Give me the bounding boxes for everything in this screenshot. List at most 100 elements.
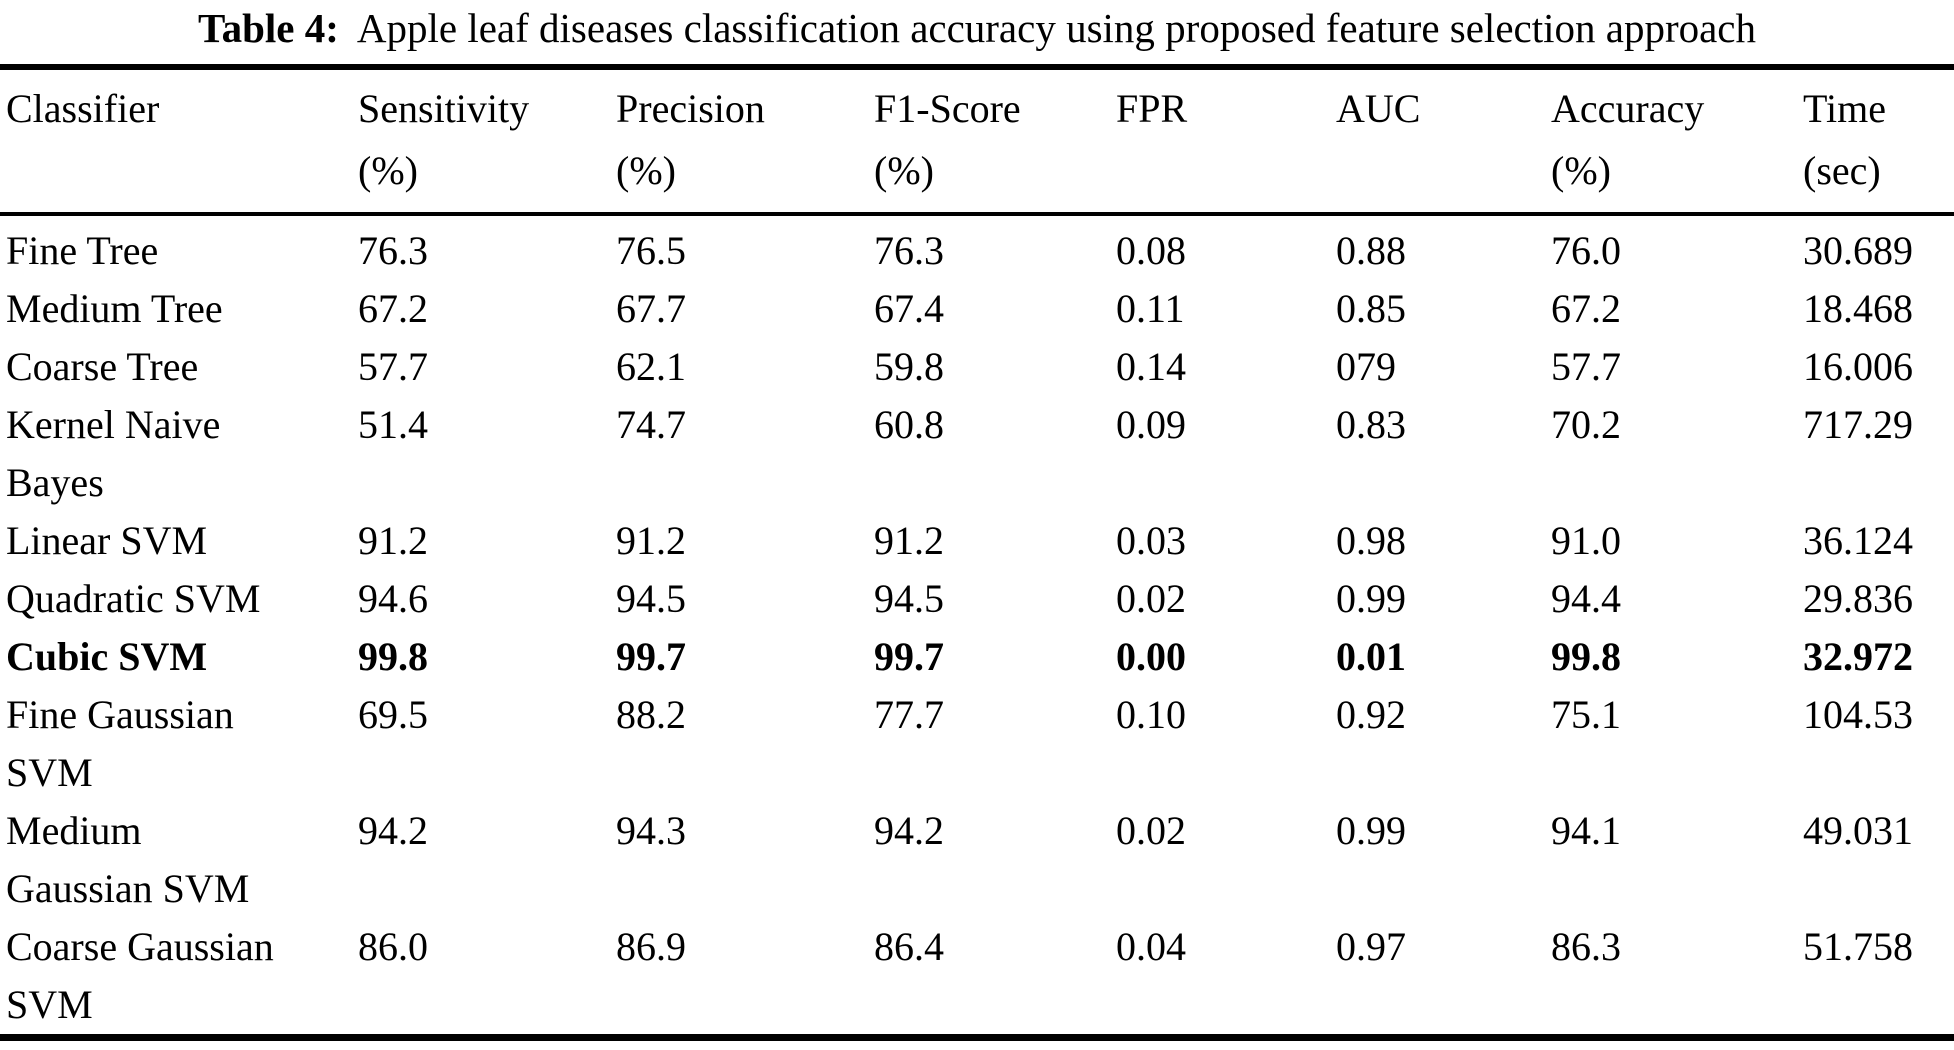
- precision-cell: 94.5: [616, 576, 686, 621]
- f1score-cell: 76.3: [874, 228, 944, 273]
- precision-cell: 99.7: [616, 634, 686, 679]
- precision-cell: 94.3: [616, 808, 686, 853]
- sensitivity-cell: 76.3: [358, 228, 428, 273]
- auc-cell: 0.83: [1336, 402, 1406, 447]
- precision-cell: 91.2: [616, 518, 686, 563]
- header-precision: Precision (%): [616, 86, 765, 193]
- precision-cell: 76.5: [616, 228, 686, 273]
- accuracy-cell: 94.1: [1551, 808, 1621, 853]
- fpr-cell: 0.14: [1116, 344, 1186, 389]
- table-caption-text: Apple leaf diseases classification accur…: [356, 5, 1756, 51]
- table-row: Medium Gaussian SVM 94.2 94.3 94.2 0.02 0.99 9…: [0, 802, 1954, 918]
- f1score-cell: 86.4: [874, 924, 944, 969]
- time-cell: 49.031: [1803, 808, 1913, 853]
- table-caption-label: Table 4:: [198, 5, 339, 51]
- precision-cell: 86.9: [616, 924, 686, 969]
- header-time: Time (sec): [1803, 86, 1887, 193]
- classifier-cell: Kernel Naive Bayes: [6, 402, 221, 505]
- time-cell: 29.836: [1803, 576, 1913, 621]
- auc-cell: 0.98: [1336, 518, 1406, 563]
- fpr-cell: 0.00: [1116, 634, 1186, 679]
- table-row: Fine Gaussian SVM 69.5 88.2 77.7 0.10 0.92 75.…: [0, 686, 1954, 802]
- header-accuracy: Accuracy (%): [1551, 86, 1705, 193]
- classifier-cell: Medium Gaussian SVM: [6, 808, 250, 911]
- header-auc: AUC: [1336, 86, 1421, 131]
- table-caption: Table 4: Apple leaf diseases classificat…: [0, 0, 1954, 64]
- auc-cell: 0.01: [1336, 634, 1406, 679]
- fpr-cell: 0.03: [1116, 518, 1186, 563]
- accuracy-cell: 67.2: [1551, 286, 1621, 331]
- f1score-cell: 67.4: [874, 286, 944, 331]
- time-cell: 16.006: [1803, 344, 1913, 389]
- table-row: Medium Tree 67.2 67.7 67.4 0.11 0.85 67.2 18.46…: [0, 280, 1954, 338]
- fpr-cell: 0.11: [1116, 286, 1185, 331]
- classifier-cell: Medium Tree: [6, 286, 223, 331]
- sensitivity-cell: 51.4: [358, 402, 428, 447]
- accuracy-cell: 86.3: [1551, 924, 1621, 969]
- accuracy-cell: 70.2: [1551, 402, 1621, 447]
- sensitivity-cell: 86.0: [358, 924, 428, 969]
- sensitivity-cell: 57.7: [358, 344, 428, 389]
- classifier-cell: Cubic SVM: [6, 634, 208, 679]
- time-cell: 104.53: [1803, 692, 1913, 737]
- table-body: Fine Tree 76.3 76.5 76.3 0.08 0.88 76.0 30.689 M…: [0, 214, 1954, 1038]
- sensitivity-cell: 94.6: [358, 576, 428, 621]
- time-cell: 36.124: [1803, 518, 1913, 563]
- sensitivity-cell: 99.8: [358, 634, 428, 679]
- results-table: Classifier Sensitivity (%) Precision (%)…: [0, 64, 1954, 1041]
- f1score-cell: 99.7: [874, 634, 944, 679]
- f1score-cell: 94.2: [874, 808, 944, 853]
- table-row: Quadratic SVM 94.6 94.5 94.5 0.02 0.99 94.4 29.…: [0, 570, 1954, 628]
- f1score-cell: 94.5: [874, 576, 944, 621]
- auc-cell: 0.99: [1336, 808, 1406, 853]
- auc-cell: 0.92: [1336, 692, 1406, 737]
- header-fpr: FPR: [1116, 86, 1188, 131]
- table-header: Classifier Sensitivity (%) Precision (%)…: [0, 67, 1954, 214]
- fpr-cell: 0.10: [1116, 692, 1186, 737]
- fpr-cell: 0.02: [1116, 576, 1186, 621]
- auc-cell: 079: [1336, 344, 1396, 389]
- header-sensitivity: Sensitivity (%): [358, 86, 530, 193]
- time-cell: 717.29: [1803, 402, 1913, 447]
- time-cell: 18.468: [1803, 286, 1913, 331]
- accuracy-cell: 99.8: [1551, 634, 1621, 679]
- precision-cell: 62.1: [616, 344, 686, 389]
- fpr-cell: 0.08: [1116, 228, 1186, 273]
- classifier-cell: Quadratic SVM: [6, 576, 261, 621]
- header-row: Classifier Sensitivity (%) Precision (%)…: [0, 67, 1954, 214]
- table-row: Linear SVM 91.2 91.2 91.2 0.03 0.98 91.0 36.124: [0, 512, 1954, 570]
- f1score-cell: 59.8: [874, 344, 944, 389]
- precision-cell: 88.2: [616, 692, 686, 737]
- sensitivity-cell: 67.2: [358, 286, 428, 331]
- table-row: Fine Tree 76.3 76.5 76.3 0.08 0.88 76.0 30.689: [0, 214, 1954, 280]
- f1score-cell: 91.2: [874, 518, 944, 563]
- header-f1score: F1-Score (%): [874, 86, 1021, 193]
- time-cell: 32.972: [1803, 634, 1913, 679]
- auc-cell: 0.97: [1336, 924, 1406, 969]
- accuracy-cell: 91.0: [1551, 518, 1621, 563]
- table-row: Kernel Naive Bayes 51.4 74.7 60.8 0.09 0.83 70…: [0, 396, 1954, 512]
- auc-cell: 0.99: [1336, 576, 1406, 621]
- sensitivity-cell: 94.2: [358, 808, 428, 853]
- fpr-cell: 0.09: [1116, 402, 1186, 447]
- auc-cell: 0.85: [1336, 286, 1406, 331]
- accuracy-cell: 57.7: [1551, 344, 1621, 389]
- accuracy-cell: 75.1: [1551, 692, 1621, 737]
- table-row: Cubic SVM 99.8 99.7 99.7 0.00 0.01 99.8 32.972: [0, 628, 1954, 686]
- precision-cell: 74.7: [616, 402, 686, 447]
- f1score-cell: 77.7: [874, 692, 944, 737]
- fpr-cell: 0.04: [1116, 924, 1186, 969]
- classifier-cell: Coarse Gaussian SVM: [6, 924, 274, 1027]
- time-cell: 51.758: [1803, 924, 1913, 969]
- accuracy-cell: 94.4: [1551, 576, 1621, 621]
- sensitivity-cell: 91.2: [358, 518, 428, 563]
- table-row: Coarse Gaussian SVM 86.0 86.9 86.4 0.04 0.97 8…: [0, 918, 1954, 1038]
- accuracy-cell: 76.0: [1551, 228, 1621, 273]
- classifier-cell: Linear SVM: [6, 518, 208, 563]
- f1score-cell: 60.8: [874, 402, 944, 447]
- precision-cell: 67.7: [616, 286, 686, 331]
- classifier-cell: Fine Tree: [6, 228, 159, 273]
- header-classifier: Classifier: [6, 86, 160, 131]
- sensitivity-cell: 69.5: [358, 692, 428, 737]
